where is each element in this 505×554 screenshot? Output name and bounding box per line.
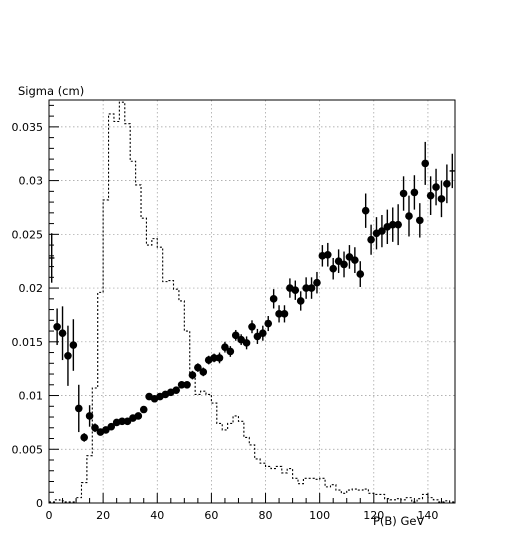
data-point bbox=[399, 189, 408, 198]
x-tick-label: 20 bbox=[96, 509, 110, 522]
x-tick-label: 80 bbox=[259, 509, 273, 522]
data-point bbox=[329, 264, 338, 273]
data-point bbox=[302, 284, 310, 292]
data-point bbox=[275, 310, 283, 318]
x-axis-title: P(B) GeV bbox=[373, 514, 424, 528]
x-tick-label: 120 bbox=[363, 509, 384, 522]
data-point bbox=[394, 220, 402, 229]
dashed-histogram-series bbox=[49, 101, 455, 503]
data-point bbox=[53, 322, 61, 331]
data-point bbox=[361, 206, 370, 215]
data-point bbox=[426, 191, 435, 200]
data-point bbox=[242, 339, 251, 347]
y-tick-label: 0.035 bbox=[12, 121, 44, 134]
data-point bbox=[351, 256, 359, 264]
data-point bbox=[221, 343, 229, 351]
data-point bbox=[269, 295, 278, 303]
data-point bbox=[421, 159, 430, 168]
data-point bbox=[416, 216, 424, 225]
histogram-line bbox=[49, 101, 455, 503]
data-point bbox=[64, 351, 72, 360]
data-point bbox=[340, 260, 348, 269]
data-point bbox=[367, 235, 375, 244]
y-tick-label: 0.02 bbox=[19, 282, 44, 295]
y-tick-label: 0.01 bbox=[19, 390, 44, 403]
data-point bbox=[118, 417, 126, 426]
x-tick-label: 100 bbox=[309, 509, 330, 522]
x-tick-label: 60 bbox=[204, 509, 218, 522]
data-point bbox=[388, 220, 397, 229]
x-tick-label: 140 bbox=[417, 509, 438, 522]
data-point bbox=[280, 310, 289, 318]
data-point bbox=[259, 329, 267, 338]
data-point bbox=[58, 329, 67, 338]
data-point bbox=[91, 423, 99, 432]
x-tick-label: 0 bbox=[46, 509, 53, 522]
y-tick-label: 0.015 bbox=[12, 336, 44, 349]
data-point bbox=[74, 404, 83, 413]
grid-lines bbox=[49, 100, 455, 503]
data-point bbox=[313, 278, 321, 287]
data-point bbox=[69, 341, 78, 349]
data-point bbox=[248, 322, 256, 331]
data-point bbox=[85, 412, 94, 420]
axis-ticks: 0 20 40 60 80 100 120 140 0 0.005 0.01 0.015 0.02 0.0… bbox=[12, 104, 442, 522]
y-tick-label: 0.025 bbox=[12, 228, 44, 241]
data-point bbox=[80, 433, 88, 442]
data-point bbox=[215, 354, 224, 362]
plot-frame bbox=[48, 99, 456, 504]
data-point bbox=[134, 412, 143, 420]
data-point bbox=[323, 250, 332, 259]
data-point bbox=[107, 422, 116, 431]
data-point bbox=[443, 180, 451, 188]
data-point bbox=[291, 286, 300, 295]
data-point bbox=[405, 212, 413, 220]
data-point bbox=[437, 195, 446, 203]
data-point bbox=[307, 284, 316, 292]
data-point bbox=[264, 319, 273, 328]
data-point bbox=[378, 227, 386, 235]
y-tick-label: 0.03 bbox=[19, 175, 44, 188]
data-point bbox=[410, 188, 419, 197]
data-point bbox=[432, 183, 440, 191]
data-point bbox=[210, 354, 218, 362]
data-point bbox=[172, 386, 181, 394]
x-tick-label: 40 bbox=[150, 509, 164, 522]
data-points-series bbox=[49, 141, 455, 442]
y-tick-label: 0.005 bbox=[12, 443, 44, 456]
data-point bbox=[194, 363, 202, 372]
y-tick-label: 0 bbox=[36, 497, 43, 510]
data-point bbox=[199, 368, 208, 376]
data-point bbox=[183, 380, 191, 389]
y-axis-title: Sigma (cm) bbox=[18, 84, 84, 98]
data-point bbox=[139, 405, 148, 414]
data-point bbox=[226, 347, 235, 356]
data-point bbox=[177, 380, 186, 389]
data-point bbox=[188, 371, 197, 379]
data-point bbox=[356, 270, 365, 278]
data-point bbox=[231, 331, 240, 340]
data-point bbox=[296, 297, 305, 305]
